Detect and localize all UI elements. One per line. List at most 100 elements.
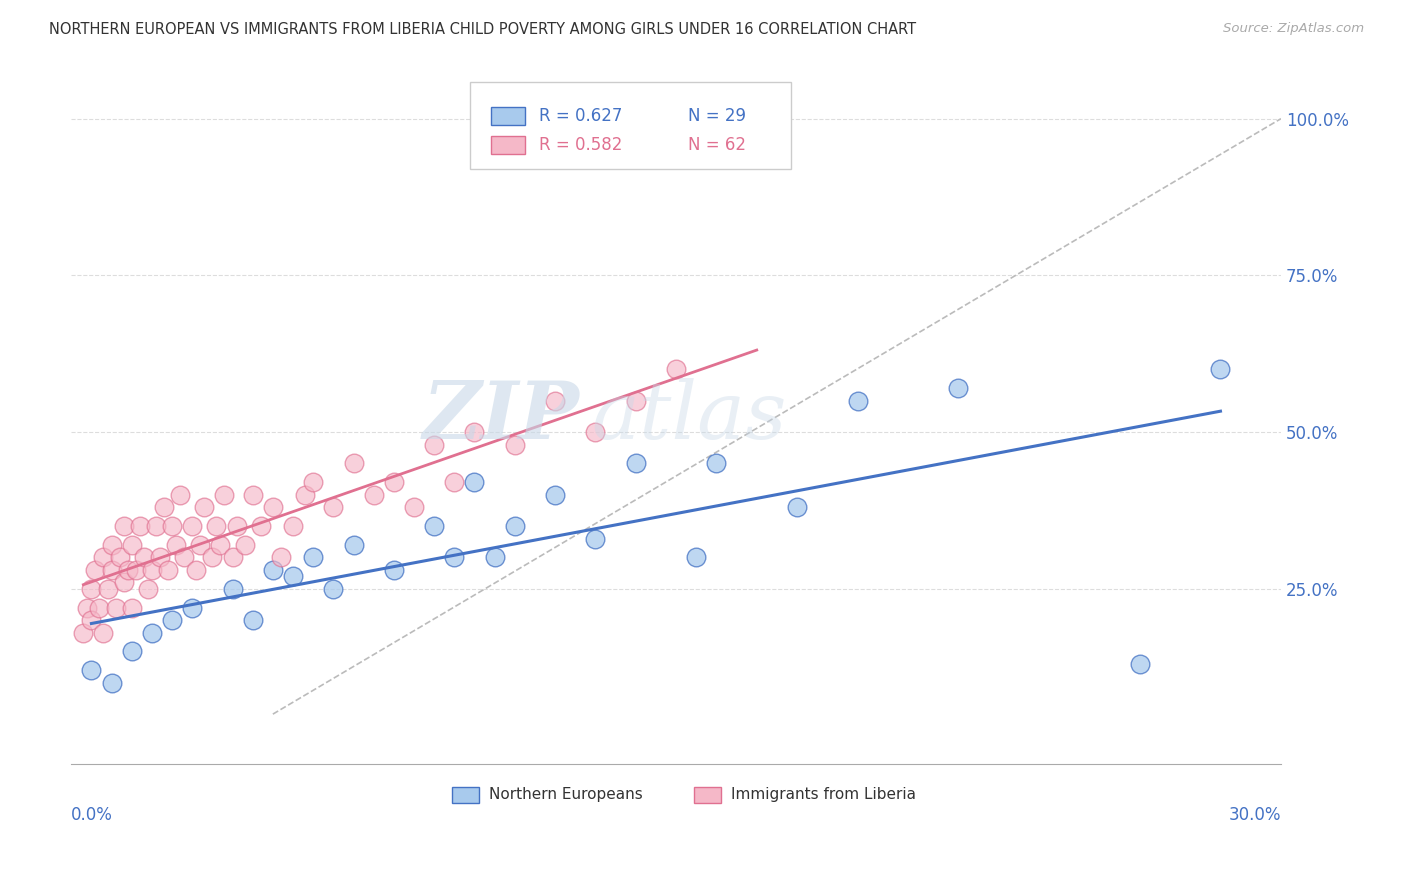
Point bbox=[128, 519, 150, 533]
Point bbox=[484, 550, 506, 565]
FancyBboxPatch shape bbox=[471, 82, 792, 169]
Point bbox=[186, 563, 208, 577]
Point bbox=[544, 393, 567, 408]
Point bbox=[270, 550, 292, 565]
Point bbox=[72, 625, 94, 640]
Point bbox=[160, 519, 183, 533]
Point bbox=[423, 519, 446, 533]
Point bbox=[108, 550, 131, 565]
Text: 0.0%: 0.0% bbox=[72, 806, 112, 824]
Text: Source: ZipAtlas.com: Source: ZipAtlas.com bbox=[1223, 22, 1364, 36]
Point bbox=[249, 519, 271, 533]
Point bbox=[503, 519, 526, 533]
Point bbox=[96, 582, 118, 596]
Point bbox=[624, 393, 647, 408]
Point bbox=[181, 519, 204, 533]
Point bbox=[262, 563, 284, 577]
Point bbox=[322, 500, 344, 515]
Point bbox=[214, 488, 236, 502]
Text: NORTHERN EUROPEAN VS IMMIGRANTS FROM LIBERIA CHILD POVERTY AMONG GIRLS UNDER 16 : NORTHERN EUROPEAN VS IMMIGRANTS FROM LIB… bbox=[49, 22, 917, 37]
Point bbox=[136, 582, 159, 596]
Point bbox=[141, 625, 163, 640]
Text: ZIP: ZIP bbox=[422, 377, 579, 455]
Point bbox=[225, 519, 247, 533]
Point bbox=[100, 538, 122, 552]
Point bbox=[1129, 657, 1152, 671]
Point bbox=[104, 600, 127, 615]
Point bbox=[169, 488, 191, 502]
Point bbox=[262, 500, 284, 515]
Point bbox=[100, 563, 122, 577]
Point bbox=[141, 563, 163, 577]
Point bbox=[443, 550, 465, 565]
Point bbox=[205, 519, 228, 533]
Point bbox=[302, 550, 325, 565]
Point bbox=[665, 362, 688, 376]
Point bbox=[153, 500, 176, 515]
Point bbox=[503, 437, 526, 451]
Point bbox=[201, 550, 224, 565]
Point bbox=[76, 600, 98, 615]
Point bbox=[80, 663, 103, 677]
Point bbox=[382, 475, 405, 490]
Point bbox=[423, 437, 446, 451]
Point bbox=[173, 550, 195, 565]
Point bbox=[585, 532, 607, 546]
Text: N = 62: N = 62 bbox=[688, 136, 747, 153]
Point bbox=[281, 569, 304, 583]
Point bbox=[209, 538, 232, 552]
Point bbox=[100, 675, 122, 690]
Point bbox=[948, 381, 970, 395]
Point bbox=[157, 563, 180, 577]
Point bbox=[294, 488, 316, 502]
Point bbox=[112, 519, 135, 533]
Text: Northern Europeans: Northern Europeans bbox=[489, 788, 643, 803]
Point bbox=[193, 500, 215, 515]
Point bbox=[342, 538, 364, 552]
Point bbox=[93, 550, 115, 565]
Text: atlas: atlas bbox=[592, 377, 787, 455]
Point bbox=[145, 519, 167, 533]
Point bbox=[363, 488, 385, 502]
Point bbox=[786, 500, 808, 515]
Point bbox=[93, 625, 115, 640]
Point bbox=[132, 550, 155, 565]
Point bbox=[1209, 362, 1232, 376]
Point bbox=[181, 600, 204, 615]
Point bbox=[121, 538, 143, 552]
Point bbox=[221, 582, 243, 596]
Point bbox=[443, 475, 465, 490]
Point bbox=[117, 563, 139, 577]
Point bbox=[242, 488, 264, 502]
Point bbox=[80, 582, 103, 596]
Point bbox=[121, 600, 143, 615]
Point bbox=[221, 550, 243, 565]
Point bbox=[165, 538, 187, 552]
Point bbox=[281, 519, 304, 533]
Point bbox=[149, 550, 172, 565]
Point bbox=[544, 488, 567, 502]
Point bbox=[706, 457, 728, 471]
Point bbox=[585, 425, 607, 439]
Point bbox=[188, 538, 211, 552]
Point bbox=[342, 457, 364, 471]
Point bbox=[322, 582, 344, 596]
Point bbox=[233, 538, 256, 552]
Point bbox=[89, 600, 111, 615]
Point bbox=[160, 613, 183, 627]
Text: R = 0.582: R = 0.582 bbox=[540, 136, 623, 153]
Point bbox=[382, 563, 405, 577]
Point bbox=[624, 457, 647, 471]
Point bbox=[242, 613, 264, 627]
Point bbox=[302, 475, 325, 490]
Point bbox=[112, 575, 135, 590]
Point bbox=[463, 425, 485, 439]
Point bbox=[402, 500, 425, 515]
Text: Immigrants from Liberia: Immigrants from Liberia bbox=[731, 788, 915, 803]
Point bbox=[685, 550, 707, 565]
Point bbox=[84, 563, 107, 577]
Point bbox=[80, 613, 103, 627]
Point bbox=[846, 393, 869, 408]
Text: N = 29: N = 29 bbox=[688, 106, 747, 125]
FancyBboxPatch shape bbox=[695, 788, 721, 803]
